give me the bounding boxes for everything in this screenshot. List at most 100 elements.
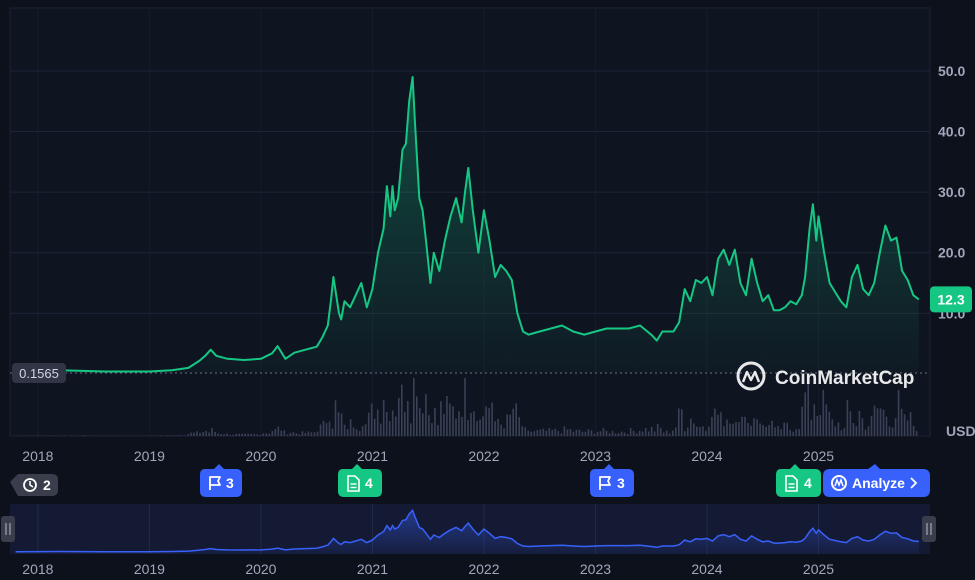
document-marker-2024[interactable]: 4 (776, 464, 821, 497)
volume-bar (861, 418, 864, 436)
volume-bar (545, 430, 548, 436)
volume-bar (175, 435, 177, 436)
volume-bar (382, 400, 385, 436)
history-count: 2 (43, 477, 51, 493)
volume-bar (876, 408, 879, 436)
volume-bar (840, 430, 843, 436)
volume-bar (419, 408, 421, 436)
volume-bar (241, 433, 243, 436)
volume-bar (867, 426, 870, 436)
volume-bar (584, 431, 587, 436)
volume-bar (894, 418, 897, 436)
flag-marker-2019[interactable]: 3 (200, 464, 242, 497)
volume-bar (334, 400, 337, 436)
document-marker-2021[interactable]: 4 (338, 464, 382, 497)
x-tick-label: 2023 (580, 448, 611, 464)
volume-bar (723, 426, 725, 436)
volume-bar (587, 429, 590, 436)
navigator-line (15, 509, 919, 553)
volume-bar (672, 430, 674, 436)
volume-bar (753, 418, 755, 436)
volume-bar (879, 408, 882, 436)
volume-bar (401, 384, 403, 436)
volume-bar (515, 403, 517, 436)
volume-bar (768, 425, 770, 436)
current-price-tag: 12.3 (930, 286, 972, 313)
volume-bar (819, 415, 822, 436)
volume-bar (798, 429, 800, 436)
volume-bar (563, 426, 566, 436)
volume-bar (708, 426, 710, 436)
volume-bar (744, 416, 746, 436)
volume-bar (696, 426, 698, 436)
volume-bar (160, 435, 162, 436)
volume-bar (428, 415, 430, 436)
volume-bar (783, 422, 785, 436)
coinmarketcap-logo-icon (831, 475, 847, 491)
volume-bar (662, 432, 665, 436)
baseline-tag: 0.1565 (12, 363, 66, 383)
volume-bar (36, 435, 39, 436)
volume-bar (84, 435, 87, 436)
volume-bar (172, 435, 174, 436)
volume-bar (870, 415, 873, 436)
navigator-x-tick-label: 2023 (580, 561, 611, 577)
volume-bar (434, 408, 436, 436)
volume-bar (467, 420, 469, 436)
volume-bar (705, 430, 707, 436)
volume-bar (310, 432, 313, 436)
y-tick-label: 30.0 (938, 184, 965, 200)
volume-bar (190, 432, 192, 436)
volume-bar (738, 422, 740, 436)
volume-bar (572, 431, 575, 436)
volume-bar (720, 412, 722, 436)
volume-bar (596, 431, 599, 436)
volume-bar (247, 433, 249, 436)
volume-bar (512, 408, 514, 436)
volume-bar (355, 429, 358, 436)
volume-bar (211, 428, 213, 436)
flag-count-2023: 3 (617, 475, 625, 491)
volume-bar (569, 429, 572, 436)
navigator-x-axis: 2018 2019 2020 2021 2022 2023 2024 2025 (22, 561, 834, 577)
volume-bar (786, 422, 788, 436)
navigator-x-tick-label: 2024 (691, 561, 722, 577)
volume-bar (623, 432, 626, 436)
volume-bar (903, 414, 906, 436)
volume-bar (494, 421, 496, 436)
history-marker[interactable]: 2 (10, 474, 58, 496)
volume-bar (690, 418, 692, 436)
volume-bar (169, 435, 171, 436)
drag-handle-icon (926, 523, 932, 535)
volume-bar (325, 423, 328, 436)
volume-bar (885, 416, 888, 436)
flag-marker-2023[interactable]: 3 (590, 464, 634, 497)
volume-bar (873, 405, 876, 436)
volume-bar (891, 427, 894, 436)
navigator-right-handle[interactable] (922, 516, 936, 542)
volume-bar (804, 392, 806, 436)
volume-bar (491, 402, 493, 436)
x-tick-label: 2025 (803, 448, 834, 464)
volume-bar (313, 432, 316, 436)
volume-bar (256, 434, 258, 436)
volume-bar (882, 409, 885, 436)
volume-bar (422, 413, 424, 436)
currency-label: USD (946, 423, 975, 439)
volume-bar (837, 422, 840, 436)
volume-bar (446, 396, 448, 436)
analyze-button[interactable]: Analyze (823, 464, 930, 497)
coinmarketcap-logo-icon (736, 361, 766, 391)
volume-bar (250, 434, 252, 436)
volume-bar (93, 435, 96, 436)
volume-bar (181, 435, 183, 436)
x-tick-label: 2021 (357, 448, 388, 464)
volume-bar (807, 378, 809, 436)
volume-bar (843, 427, 846, 436)
volume-bar (693, 423, 695, 436)
volume-bar (846, 400, 849, 436)
volume-bar (539, 429, 542, 436)
navigator-left-handle[interactable] (1, 516, 15, 542)
volume-bar (566, 429, 569, 436)
